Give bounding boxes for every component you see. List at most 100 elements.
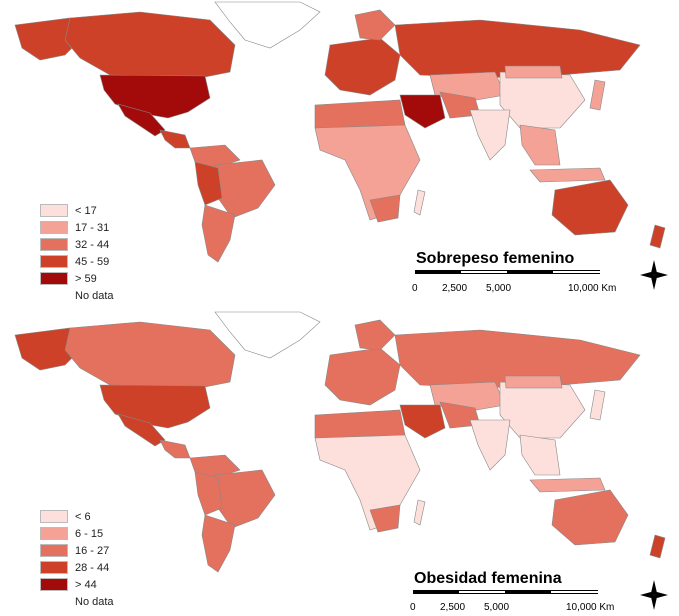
region-arabia <box>399 94 446 129</box>
legend-row: 45 - 59 <box>40 253 114 270</box>
legend-swatch <box>40 238 68 251</box>
legend-label: 32 - 44 <box>75 238 110 251</box>
region-argentina <box>201 514 236 573</box>
region-japan <box>589 389 606 421</box>
region-scandinavia <box>354 319 396 351</box>
region-usa <box>99 384 211 429</box>
legend-label: > 44 <box>75 578 97 591</box>
north-arrow-icon <box>640 580 668 610</box>
legend-label: 45 - 59 <box>75 255 110 268</box>
legend-row: 17 - 31 <box>40 219 114 236</box>
legend-row: No data <box>40 287 114 304</box>
region-australia <box>551 489 629 546</box>
legend-sobrepeso: < 17 17 - 31 32 - 44 45 - 59 > 59 No dat… <box>40 202 114 304</box>
region-brazil <box>214 469 276 529</box>
scale-label: 2,500 <box>442 283 468 294</box>
legend-row: < 6 <box>40 508 114 525</box>
legend-label: No data <box>75 289 114 302</box>
region-europe <box>324 347 401 406</box>
region-russia <box>394 19 641 79</box>
region-mongolia <box>504 65 563 79</box>
region-india <box>469 109 511 161</box>
region-south-africa <box>369 194 401 223</box>
legend-label: No data <box>75 595 114 608</box>
scale-label: 0 <box>412 283 418 294</box>
region-europe <box>324 37 401 96</box>
legend-row: 16 - 27 <box>40 542 114 559</box>
legend-swatch <box>40 272 68 285</box>
scale-bar <box>413 590 598 594</box>
legend-swatch <box>40 544 68 557</box>
legend-swatch <box>40 255 68 268</box>
legend-label: > 59 <box>75 272 97 285</box>
region-china <box>499 381 586 439</box>
region-china <box>499 71 586 129</box>
legend-swatch <box>40 527 68 540</box>
legend-row: 32 - 44 <box>40 236 114 253</box>
map-panel-sobrepeso: < 17 17 - 31 32 - 44 45 - 59 > 59 No dat… <box>0 0 679 306</box>
north-arrow-icon <box>640 260 668 290</box>
legend-swatch <box>40 204 68 217</box>
region-south-africa <box>369 504 401 533</box>
scale-bar <box>415 270 600 274</box>
legend-label: 28 - 44 <box>75 561 110 574</box>
region-new-zealand <box>649 224 666 249</box>
legend-label: 16 - 27 <box>75 544 110 557</box>
scale-label: 5,000 <box>486 283 512 294</box>
region-peru-bolivia <box>194 161 223 206</box>
legend-row: No data <box>40 593 114 610</box>
legend-swatch <box>40 561 68 574</box>
region-russia <box>394 329 641 389</box>
scale-label: 10,000 Km <box>566 602 615 613</box>
legend-obesidad: < 6 6 - 15 16 - 27 28 - 44 > 44 No data <box>40 508 114 610</box>
legend-swatch <box>40 289 68 302</box>
region-canada <box>64 321 236 389</box>
region-mexico <box>117 103 166 137</box>
legend-row: 28 - 44 <box>40 559 114 576</box>
map-title: Sobrepeso femenino <box>416 250 575 267</box>
world-map-obesidad <box>14 311 666 573</box>
region-indonesia <box>529 167 606 183</box>
legend-swatch <box>40 510 68 523</box>
region-sub-saharan-africa <box>314 124 421 221</box>
legend-row: > 44 <box>40 576 114 593</box>
map-panel-obesidad: < 6 6 - 15 16 - 27 28 - 44 > 44 No data … <box>0 310 679 616</box>
region-india <box>469 419 511 471</box>
region-se-asia <box>519 434 561 476</box>
region-greenland <box>214 1 321 49</box>
region-argentina <box>201 204 236 263</box>
region-se-asia <box>519 124 561 166</box>
scale-label: 0 <box>410 602 416 613</box>
legend-row: > 59 <box>40 270 114 287</box>
region-usa <box>99 74 211 119</box>
region-new-zealand <box>649 534 666 559</box>
world-map-sobrepeso <box>14 1 666 263</box>
region-brazil <box>214 159 276 219</box>
region-canada <box>64 11 236 79</box>
region-mongolia <box>504 375 563 389</box>
region-central-america <box>159 439 191 459</box>
region-indonesia <box>529 477 606 493</box>
region-scandinavia <box>354 9 396 41</box>
legend-swatch <box>40 595 68 608</box>
scale-label: 5,000 <box>484 602 510 613</box>
region-central-america <box>159 129 191 149</box>
legend-label: < 17 <box>75 204 97 217</box>
legend-swatch <box>40 578 68 591</box>
region-australia <box>551 179 629 236</box>
legend-row: 6 - 15 <box>40 525 114 542</box>
legend-label: 6 - 15 <box>75 527 104 540</box>
region-arabia <box>399 404 446 439</box>
region-madagascar <box>413 499 426 526</box>
region-japan <box>589 79 606 111</box>
region-madagascar <box>413 189 426 216</box>
region-peru-bolivia <box>194 471 223 516</box>
legend-label: 17 - 31 <box>75 221 110 234</box>
region-sub-saharan-africa <box>314 434 421 531</box>
scale-label: 10,000 Km <box>568 283 617 294</box>
region-greenland <box>214 311 321 359</box>
legend-label: < 6 <box>75 510 91 523</box>
region-mexico <box>117 413 166 447</box>
scale-label: 2,500 <box>440 602 466 613</box>
map-title: Obesidad femenina <box>414 570 562 587</box>
